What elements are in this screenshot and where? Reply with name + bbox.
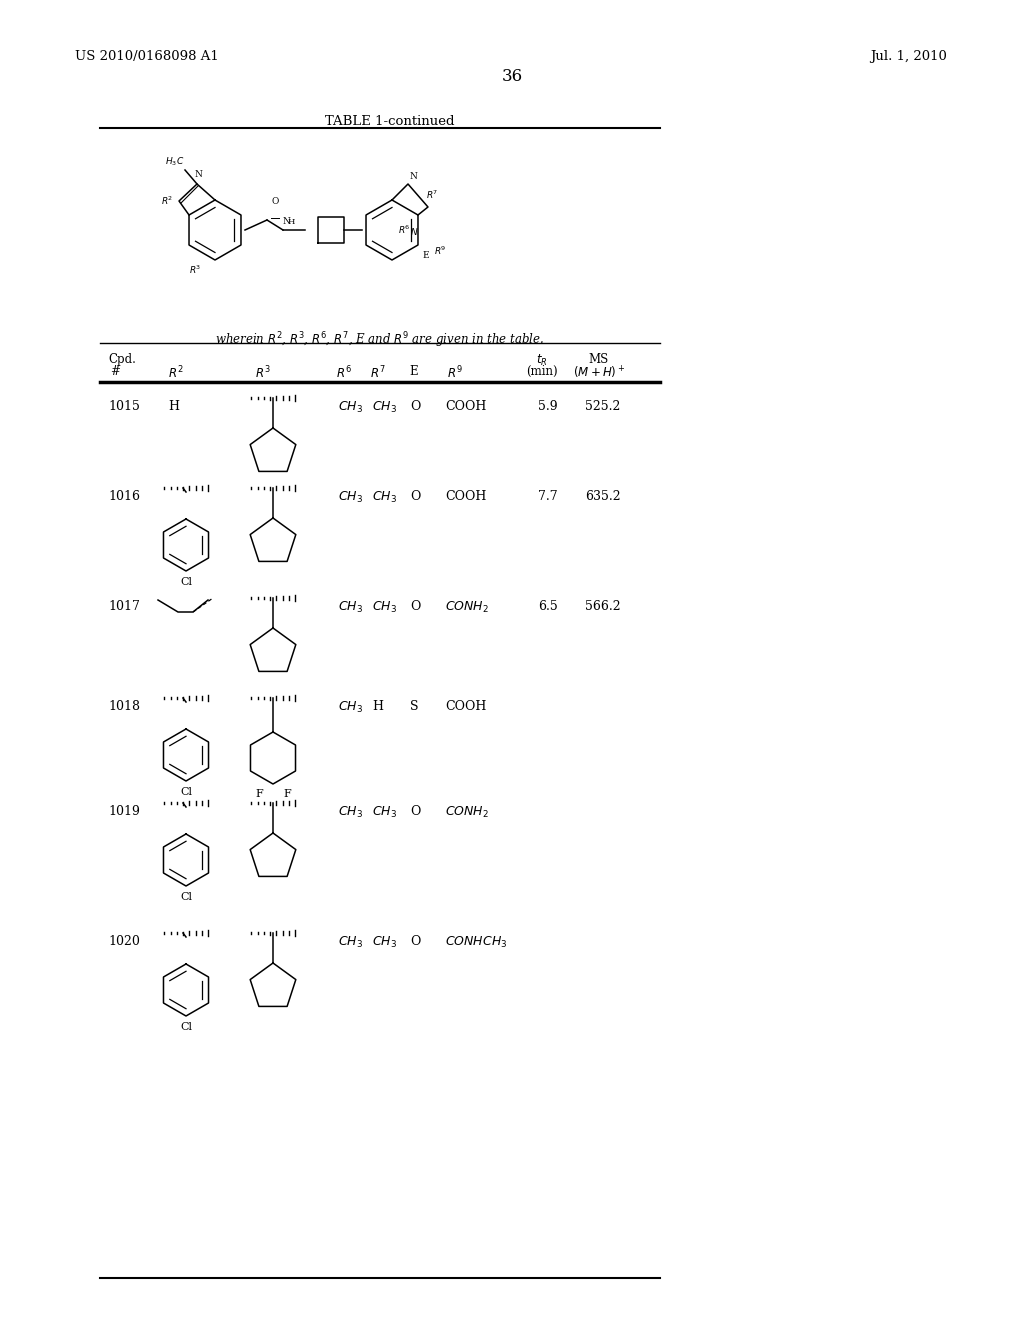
Text: $R^7$: $R^7$ [426, 189, 438, 201]
Text: #: # [110, 366, 120, 378]
Text: 1018: 1018 [108, 700, 140, 713]
Text: O: O [410, 805, 421, 818]
Text: MS: MS [589, 352, 609, 366]
Text: 6.5: 6.5 [538, 601, 558, 612]
Text: $R^7$: $R^7$ [371, 366, 386, 381]
Text: $CH_3$: $CH_3$ [372, 601, 397, 615]
Text: O: O [410, 935, 421, 948]
Text: F: F [255, 789, 263, 799]
Text: H: H [372, 700, 383, 713]
Text: $R^3$: $R^3$ [188, 264, 201, 276]
Text: $R^6$: $R^6$ [397, 224, 411, 236]
Text: F: F [283, 789, 291, 799]
Text: $t_R$: $t_R$ [537, 352, 548, 368]
Text: $CONH_2$: $CONH_2$ [445, 805, 488, 820]
Text: $CH_3$: $CH_3$ [338, 700, 362, 715]
Text: $R^9$: $R^9$ [434, 246, 446, 257]
Text: $CH_3$: $CH_3$ [372, 805, 397, 820]
Text: COOH: COOH [445, 400, 486, 413]
Text: 36: 36 [502, 69, 522, 84]
Text: 525.2: 525.2 [585, 400, 621, 413]
Text: $CH_3$: $CH_3$ [372, 935, 397, 950]
Text: O: O [410, 400, 421, 413]
Text: $CH_3$: $CH_3$ [372, 490, 397, 506]
Text: (min): (min) [526, 366, 558, 378]
Text: Cl: Cl [180, 787, 193, 797]
Text: $CH_3$: $CH_3$ [338, 805, 362, 820]
Text: S: S [410, 700, 419, 713]
Text: COOH: COOH [445, 700, 486, 713]
Text: 1017: 1017 [108, 601, 140, 612]
Text: $CH_3$: $CH_3$ [372, 400, 397, 414]
Text: Jul. 1, 2010: Jul. 1, 2010 [870, 50, 947, 63]
Text: E: E [422, 251, 429, 260]
Text: Cl: Cl [180, 1022, 193, 1032]
Text: COOH: COOH [445, 490, 486, 503]
Text: 7.7: 7.7 [538, 490, 558, 503]
Text: $CH_3$: $CH_3$ [338, 490, 362, 506]
Text: $CONHCH_3$: $CONHCH_3$ [445, 935, 507, 950]
Text: $N$: $N$ [410, 226, 418, 238]
Text: O: O [410, 490, 421, 503]
Text: Cl: Cl [180, 892, 193, 902]
Text: $H_3C$: $H_3C$ [165, 156, 184, 168]
Text: $CH_3$: $CH_3$ [338, 601, 362, 615]
Text: 5.9: 5.9 [538, 400, 558, 413]
Text: $CONH_2$: $CONH_2$ [445, 601, 488, 615]
Text: N: N [282, 216, 290, 226]
Text: N: N [410, 172, 418, 181]
Text: $R^6$: $R^6$ [336, 366, 352, 381]
Text: wherein $R^2$, $R^3$, $R^6$, $R^7$, E and $R^9$ are given in the table.: wherein $R^2$, $R^3$, $R^6$, $R^7$, E an… [215, 330, 544, 350]
Text: H: H [168, 400, 179, 413]
Text: Cl: Cl [180, 577, 193, 587]
Text: TABLE 1-continued: TABLE 1-continued [326, 115, 455, 128]
Text: $CH_3$: $CH_3$ [338, 935, 362, 950]
Text: $R^9$: $R^9$ [447, 366, 463, 381]
Text: 1016: 1016 [108, 490, 140, 503]
Text: $(M+H)^+$: $(M+H)^+$ [572, 366, 625, 381]
Text: E: E [410, 366, 419, 378]
Text: O: O [271, 197, 279, 206]
Text: US 2010/0168098 A1: US 2010/0168098 A1 [75, 50, 219, 63]
Text: 1019: 1019 [108, 805, 140, 818]
Text: 635.2: 635.2 [585, 490, 621, 503]
Text: H: H [288, 218, 295, 226]
Text: N: N [195, 170, 202, 180]
Text: $R^3$: $R^3$ [255, 366, 270, 381]
Text: O: O [410, 601, 421, 612]
Text: Cpd.: Cpd. [108, 352, 136, 366]
Text: $R^2$: $R^2$ [161, 195, 173, 207]
Text: 1015: 1015 [108, 400, 140, 413]
Text: 1020: 1020 [108, 935, 140, 948]
Text: 566.2: 566.2 [585, 601, 621, 612]
Text: $CH_3$: $CH_3$ [338, 400, 362, 414]
Text: $R^2$: $R^2$ [168, 366, 183, 381]
